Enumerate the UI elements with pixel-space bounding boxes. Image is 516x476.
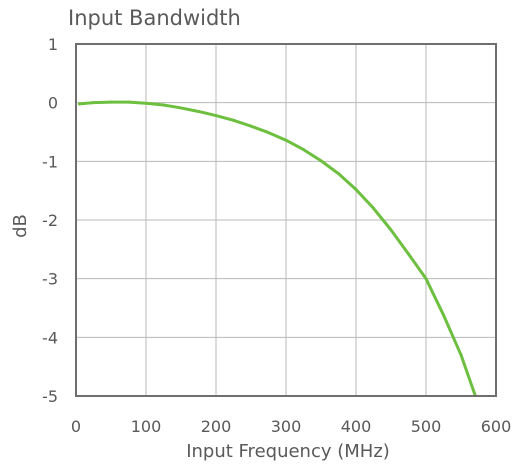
data-point bbox=[442, 313, 445, 317]
data-point bbox=[284, 138, 288, 142]
y-tick-label: 0 bbox=[48, 94, 58, 113]
y-tick-label: -2 bbox=[42, 211, 58, 230]
x-tick-label: 400 bbox=[341, 417, 372, 436]
series-layer bbox=[78, 100, 477, 397]
data-point bbox=[144, 101, 148, 105]
x-tick-label: 300 bbox=[271, 417, 302, 436]
y-tick-label: -4 bbox=[42, 328, 58, 347]
x-axis-label: Input Frequency (MHz) bbox=[186, 441, 390, 462]
x-tick-label: 0 bbox=[71, 417, 81, 436]
data-point bbox=[78, 102, 81, 106]
data-point bbox=[389, 228, 393, 232]
data-point bbox=[162, 103, 165, 107]
data-point bbox=[92, 101, 95, 105]
y-tick-label: -5 bbox=[42, 387, 58, 406]
data-point bbox=[267, 131, 270, 135]
data-point bbox=[197, 109, 200, 113]
y-axis-label: dB bbox=[10, 214, 31, 238]
data-point bbox=[302, 148, 305, 152]
y-tick-labels: 1 0 -1 -2 -3 -4 -5 bbox=[42, 35, 58, 406]
y-tick-label: 1 bbox=[48, 35, 58, 54]
y-tick-label: -1 bbox=[42, 152, 58, 171]
data-point bbox=[337, 172, 340, 176]
data-point bbox=[319, 159, 323, 163]
y-tick-label: -3 bbox=[42, 270, 58, 289]
data-point bbox=[354, 187, 358, 191]
data-point bbox=[249, 124, 253, 128]
data-point bbox=[424, 277, 428, 281]
data-point bbox=[232, 118, 235, 122]
data-point bbox=[459, 353, 463, 357]
data-point bbox=[214, 114, 218, 118]
data-point bbox=[109, 100, 113, 104]
plot-frame bbox=[75, 43, 497, 397]
chart-title: Input Bandwidth bbox=[68, 6, 241, 30]
series-line bbox=[78, 100, 477, 397]
x-tick-label: 100 bbox=[131, 417, 162, 436]
data-point bbox=[407, 252, 410, 256]
data-point bbox=[372, 206, 375, 210]
grid-lines bbox=[75, 43, 497, 397]
x-tick-label: 600 bbox=[481, 417, 512, 436]
data-point bbox=[127, 100, 130, 104]
x-tick-label: 200 bbox=[201, 417, 232, 436]
x-tick-labels: 0 100 200 300 400 500 600 bbox=[71, 417, 511, 436]
data-point bbox=[179, 106, 183, 110]
x-tick-label: 500 bbox=[411, 417, 442, 436]
